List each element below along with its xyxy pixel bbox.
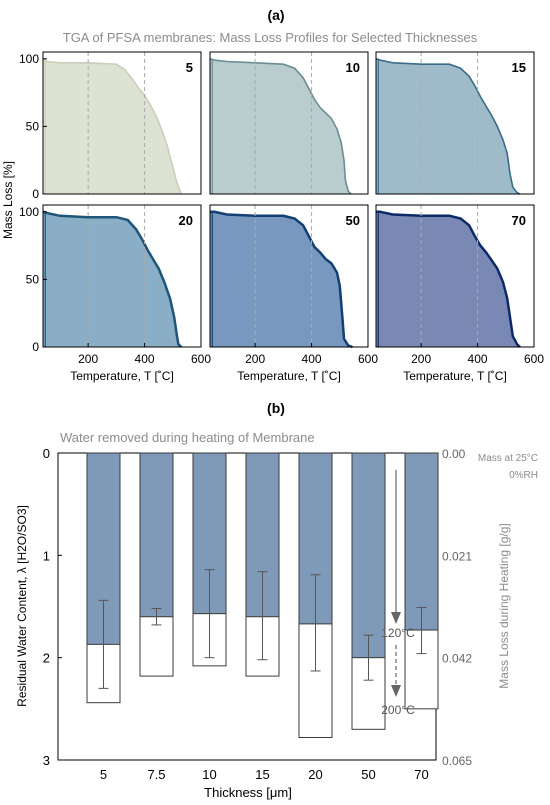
t200-label: 200°C [381,703,415,717]
category-label: 50 [361,767,375,782]
category-label: 70 [414,767,428,782]
water-right-ytick-label: 0.065 [442,754,472,768]
tga-area-70 [376,211,520,347]
tga-xlabel: Temperature, T [˚C] [70,369,174,383]
category-label: 7.5 [147,767,165,782]
water-chart: 0 1 2 3 0.00 0.021 0.042 0.065 5 7.5 10 15 20 50 70 [43,446,473,782]
mass-at-label: Mass at 25°C [478,453,538,464]
panel-a-label: (a) [267,7,284,23]
tga-line-10 [209,58,352,195]
tga-xtick-label: 200 [78,352,98,366]
water-ylabel-text: Residual Water Content, λ [H2O/SO3] [15,505,29,707]
tga-area-20 [43,211,182,347]
water-ylabel: Residual Water Content, λ [H2O/SO3] [15,505,29,707]
category-label: 5 [100,767,107,782]
tga-panel-70: 70 200 400 600 Temperature, T [˚C] [375,204,544,383]
heating-arrow-head-2 [391,685,401,697]
tga-ytick-label: 100 [19,205,39,219]
water-chart-title: Water removed during heating of Membrane [60,430,315,445]
water-right-ytick-label: 0.042 [442,652,472,666]
panel-b-label: (b) [267,400,285,416]
tga-frame-20 [42,204,202,348]
tga-xtick-label: 600 [524,352,544,366]
tga-area-15 [376,58,520,194]
tga-xtick-label: 400 [302,352,322,366]
water-right-ytick-label: 0.00 [442,447,466,461]
water-ytick-label: 1 [43,548,50,563]
tga-xtick-label: 400 [135,352,155,366]
tga-xtick-label: 400 [468,352,488,366]
tga-line-5 [42,58,183,195]
bar-120c [404,452,439,631]
tga-chart-title: TGA of PFSA membranes: Mass Loss Profile… [63,30,478,45]
tga-line-50 [210,210,353,349]
category-label: 20 [308,767,322,782]
tga-line-15 [375,58,521,195]
tga-xtick-label: 200 [411,352,431,366]
tga-ytick-label: 50 [26,119,40,133]
tga-thickness-label: 20 [179,213,193,228]
tga-frame-50 [209,204,369,348]
tga-thickness-label: 5 [186,60,193,75]
tga-frame-15 [375,51,535,195]
water-ytick-label: 3 [43,753,50,768]
tga-area-50 [210,211,353,347]
tga-thickness-label: 15 [512,60,526,75]
tga-xtick-label: 600 [358,352,378,366]
category-label: 10 [202,767,216,782]
bar-120c [351,452,386,659]
tga-frame-70 [375,204,535,348]
tga-frame-5 [42,51,202,195]
tga-panel-10: 10 [209,51,369,195]
tga-panel-50: 50 200 400 600 Temperature, T [˚C] [209,204,378,383]
tga-line-20 [42,210,183,348]
tga-xtick-label: 200 [245,352,265,366]
water-xlabel: Thickness [μm] [204,785,292,800]
tga-xlabel: Temperature, T [˚C] [403,369,507,383]
category-label: 15 [255,767,269,782]
heating-arrow-head [391,612,401,624]
water-right-ytick-label: 0.021 [442,549,472,563]
tga-thickness-label: 50 [346,213,360,228]
tga-ytick-label: 50 [26,272,40,286]
tga-xtick-label: 600 [191,352,211,366]
tga-area-10 [210,58,352,194]
tga-ytick-label: 100 [19,52,39,66]
water-ytick-label: 2 [43,651,50,666]
tga-ytick-label: 0 [32,340,39,354]
tga-ylabel: Mass Loss [%] [1,161,15,239]
tga-thickness-label: 10 [346,60,360,75]
tga-xlabel: Temperature, T [˚C] [237,369,341,383]
tga-panel-15: 15 [375,51,535,195]
t120-label: 120°C [381,626,415,640]
tga-line-70 [376,210,521,348]
tga-ytick-label: 0 [32,187,39,201]
rh-label: 0%RH [509,470,538,481]
water-ytick-label: 0 [43,446,50,461]
water-right-ylabel: Mass Loss during Heating [g/g] [497,523,511,688]
tga-frame-10 [209,51,369,195]
tga-area-5 [43,58,182,194]
tga-thickness-label: 70 [512,213,526,228]
bar-120c [139,452,174,618]
